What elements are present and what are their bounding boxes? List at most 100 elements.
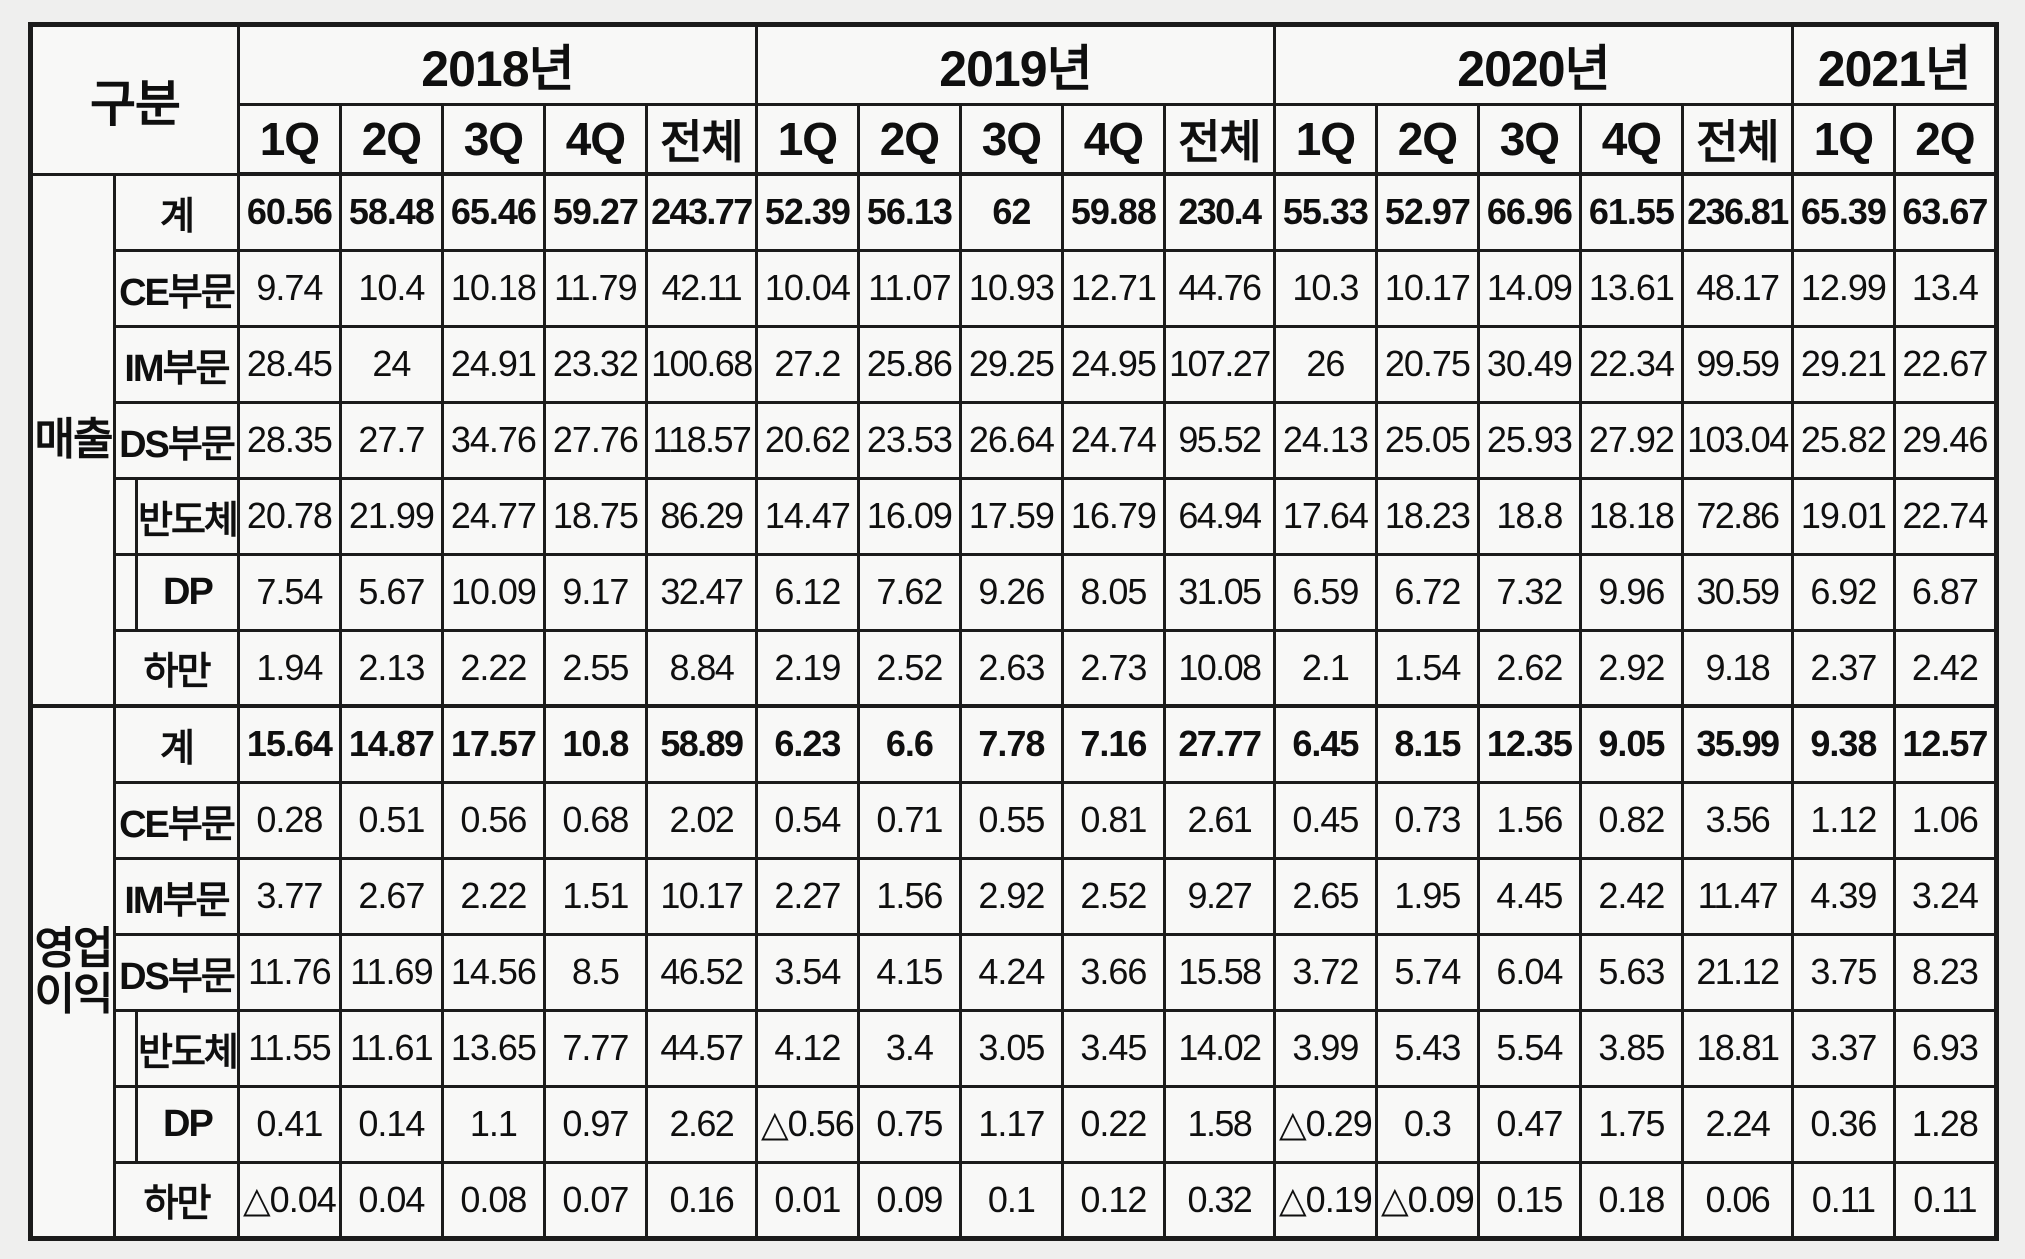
- data-cell: 63.67: [1892, 172, 1998, 252]
- quarter-header-cell: 전체: [1680, 103, 1794, 176]
- data-cell: 44.57: [644, 1008, 758, 1088]
- data-cell: 30.59: [1680, 552, 1794, 632]
- data-cell: 61.55: [1578, 172, 1684, 252]
- data-cell: 230.4: [1162, 172, 1276, 252]
- quarter-header-cell: 4Q: [1060, 103, 1166, 176]
- data-cell: 0.09: [856, 1160, 962, 1240]
- data-cell: 10.04: [754, 248, 860, 328]
- data-cell: 0.54: [754, 780, 860, 860]
- data-cell: △0.04: [236, 1160, 342, 1240]
- table-row: 영업 이익 계 15.64 14.87 17.57 10.8 58.89 6.23 6.6 7.7…: [29, 704, 1998, 1240]
- data-cell: 6.87: [1892, 552, 1998, 632]
- data-cell: 2.1: [1272, 628, 1378, 708]
- data-cell: 2.42: [1578, 856, 1684, 936]
- data-cell: 4.15: [856, 932, 962, 1012]
- data-cell: 16.09: [856, 476, 962, 556]
- data-cell: 7.77: [542, 1008, 648, 1088]
- data-cell: 8.05: [1060, 552, 1166, 632]
- data-cell: 10.17: [1374, 248, 1480, 328]
- data-cell: 23.53: [856, 400, 962, 480]
- table-row: 매출 계 60.56 58.48 65.46 59.27 243.77 52.39 56.13 6…: [29, 172, 1998, 708]
- quarter-header-cell: 1Q: [236, 103, 342, 176]
- data-cell: 1.17: [958, 1084, 1064, 1164]
- data-cell: 24.74: [1060, 400, 1166, 480]
- quarter-header-row: 1Q 2Q 3Q 4Q 전체 1Q 2Q 3Q 4Q 전체 1Q 2Q 3Q 4Q 전체 1Q 2Q: [31, 103, 1998, 176]
- data-cell: 3.54: [754, 932, 860, 1012]
- data-cell: △0.29: [1272, 1084, 1378, 1164]
- data-cell: 9.17: [542, 552, 648, 632]
- year-header-cell: 2021년: [1790, 23, 1998, 106]
- data-cell: 11.55: [236, 1008, 342, 1088]
- data-cell: 6.12: [754, 552, 860, 632]
- data-cell: 10.4: [338, 248, 444, 328]
- data-cell: 52.97: [1374, 172, 1480, 252]
- data-cell: 27.92: [1578, 400, 1684, 480]
- quarter-header-cell: 2Q: [1374, 103, 1480, 176]
- data-cell: 3.66: [1060, 932, 1166, 1012]
- data-cell: 86.29: [644, 476, 758, 556]
- table-row: DP 7.54 5.67 10.09 9.17 32.47 6.12 7.62 9.26 8.05…: [31, 552, 1998, 632]
- data-cell: 0.41: [236, 1084, 342, 1164]
- data-cell: 3.4: [856, 1008, 962, 1088]
- data-cell: 2.22: [440, 856, 546, 936]
- row-label-cell: IM부문: [113, 324, 240, 404]
- data-cell: 6.45: [1272, 704, 1378, 784]
- data-cell: 25.05: [1374, 400, 1480, 480]
- data-cell: 103.04: [1680, 400, 1794, 480]
- data-cell: 9.18: [1680, 628, 1794, 708]
- data-cell: 24.13: [1272, 400, 1378, 480]
- data-cell: 5.54: [1476, 1008, 1582, 1088]
- data-cell: 0.1: [958, 1160, 1064, 1240]
- data-cell: 3.72: [1272, 932, 1378, 1012]
- data-cell: 7.16: [1060, 704, 1166, 784]
- data-cell: 48.17: [1680, 248, 1794, 328]
- data-cell: 0.14: [338, 1084, 444, 1164]
- data-cell: 8.15: [1374, 704, 1480, 784]
- data-cell: 6.72: [1374, 552, 1480, 632]
- data-cell: 0.16: [644, 1160, 758, 1240]
- data-cell: 9.05: [1578, 704, 1684, 784]
- data-cell: 2.92: [1578, 628, 1684, 708]
- data-cell: 0.32: [1162, 1160, 1276, 1240]
- data-cell: 243.77: [644, 172, 758, 252]
- quarter-header-cell: 1Q: [754, 103, 860, 176]
- row-label-cell: 반도체: [135, 476, 240, 556]
- data-cell: 9.38: [1790, 704, 1896, 784]
- data-cell: 10.09: [440, 552, 546, 632]
- data-cell: 6.23: [754, 704, 860, 784]
- row-label-cell: 하만: [113, 628, 240, 708]
- data-cell: 236.81: [1680, 172, 1794, 252]
- data-cell: 9.96: [1578, 552, 1684, 632]
- data-cell: 72.86: [1680, 476, 1794, 556]
- data-cell: 2.62: [1476, 628, 1582, 708]
- data-cell: 22.34: [1578, 324, 1684, 404]
- table-row: DP 0.41 0.14 1.1 0.97 2.62 △0.56 0.75 1.17 0.22 1.…: [31, 1084, 1998, 1164]
- quarter-header-cell: 2Q: [856, 103, 962, 176]
- data-cell: 2.22: [440, 628, 546, 708]
- year-header-cell: 2018년: [236, 23, 758, 106]
- data-cell: 11.76: [236, 932, 342, 1012]
- data-cell: 10.18: [440, 248, 546, 328]
- data-cell: 0.97: [542, 1084, 648, 1164]
- quarter-header-cell: 4Q: [1578, 103, 1684, 176]
- data-cell: 6.59: [1272, 552, 1378, 632]
- data-cell: 62: [958, 172, 1064, 252]
- data-cell: 65.46: [440, 172, 546, 252]
- data-cell: 20.78: [236, 476, 342, 556]
- data-cell: 13.4: [1892, 248, 1998, 328]
- row-label-cell: 계: [113, 704, 240, 784]
- data-cell: 13.61: [1578, 248, 1684, 328]
- quarter-header-cell: 3Q: [958, 103, 1064, 176]
- data-cell: 44.76: [1162, 248, 1276, 328]
- data-cell: 10.8: [542, 704, 648, 784]
- data-cell: 14.56: [440, 932, 546, 1012]
- data-cell: 0.36: [1790, 1084, 1896, 1164]
- table-row: CE부문 0.28 0.51 0.56 0.68 2.02 0.54 0.71 0.55 0.81…: [31, 780, 1998, 860]
- data-cell: 0.11: [1790, 1160, 1896, 1240]
- data-cell: 3.85: [1578, 1008, 1684, 1088]
- row-label-cell: DP: [135, 1084, 240, 1164]
- data-cell: 0.73: [1374, 780, 1480, 860]
- data-cell: 0.07: [542, 1160, 648, 1240]
- data-cell: 107.27: [1162, 324, 1276, 404]
- data-cell: 15.58: [1162, 932, 1276, 1012]
